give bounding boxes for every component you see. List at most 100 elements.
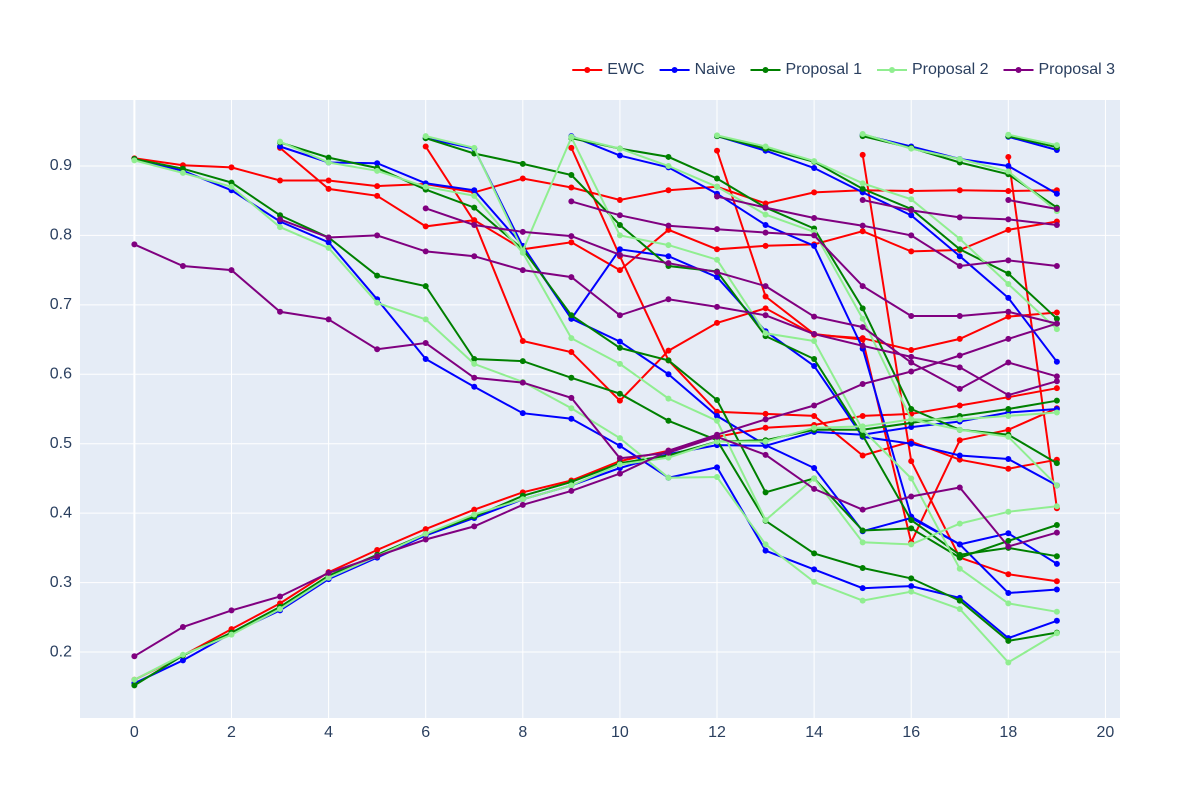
- marker: [1053, 503, 1060, 510]
- marker: [811, 356, 818, 363]
- marker: [374, 183, 381, 190]
- marker: [568, 312, 575, 319]
- marker: [956, 426, 963, 433]
- marker: [277, 224, 284, 231]
- x-tick-label: 18: [999, 724, 1017, 741]
- marker: [1053, 262, 1060, 269]
- legend-item: Proposal 3: [1003, 61, 1115, 78]
- marker: [616, 470, 623, 477]
- y-tick-label: 0.4: [50, 504, 72, 521]
- marker: [714, 412, 721, 419]
- marker: [325, 154, 332, 161]
- marker: [1053, 221, 1060, 228]
- marker: [277, 605, 284, 612]
- line: [424, 145, 1057, 403]
- marker: [325, 234, 332, 241]
- marker: [908, 212, 915, 219]
- marker: [1053, 142, 1060, 149]
- x-tick-label: 4: [324, 724, 333, 741]
- line: [133, 243, 1058, 548]
- marker: [471, 187, 478, 194]
- marker: [374, 546, 381, 553]
- marker: [908, 583, 915, 590]
- marker: [616, 390, 623, 397]
- marker: [908, 232, 915, 239]
- marker: [665, 449, 672, 456]
- marker: [616, 251, 623, 258]
- marker: [471, 523, 478, 530]
- marker: [811, 485, 818, 492]
- marker: [956, 605, 963, 612]
- marker: [1005, 465, 1012, 472]
- marker: [714, 256, 721, 263]
- marker: [568, 482, 575, 489]
- line: [133, 322, 1058, 658]
- marker: [568, 198, 575, 205]
- marker: [956, 262, 963, 269]
- marker: [325, 244, 332, 251]
- marker: [179, 624, 186, 631]
- marker: [811, 215, 818, 222]
- marker: [956, 235, 963, 242]
- marker: [908, 517, 915, 524]
- x-tick-label: 20: [1097, 724, 1115, 741]
- marker: [762, 143, 769, 150]
- line: [1008, 135, 1058, 149]
- marker: [1005, 226, 1012, 233]
- y-tick-label: 0.2: [50, 643, 72, 660]
- marker: [325, 574, 332, 581]
- marker: [1005, 294, 1012, 301]
- marker: [908, 416, 915, 423]
- marker: [616, 461, 623, 468]
- marker: [519, 228, 526, 235]
- legend-label: EWC: [607, 61, 644, 78]
- marker: [665, 260, 672, 267]
- marker: [714, 193, 721, 200]
- marker: [665, 242, 672, 249]
- marker: [665, 226, 672, 233]
- marker: [762, 293, 769, 300]
- marker: [1053, 521, 1060, 528]
- marker: [859, 426, 866, 433]
- x-tick-label: 16: [902, 724, 920, 741]
- marker: [859, 506, 866, 513]
- marker: [665, 187, 672, 194]
- marker: [956, 452, 963, 459]
- marker: [859, 336, 866, 343]
- marker: [422, 283, 429, 290]
- marker: [1053, 608, 1060, 615]
- marker: [616, 221, 623, 228]
- marker: [568, 171, 575, 178]
- line: [1008, 135, 1058, 151]
- marker: [714, 183, 721, 190]
- marker: [908, 312, 915, 319]
- marker: [1005, 426, 1012, 433]
- marker: [471, 511, 478, 518]
- marker: [277, 143, 284, 150]
- marker: [714, 396, 721, 403]
- marker: [859, 432, 866, 439]
- line: [716, 134, 1058, 330]
- marker: [374, 232, 381, 239]
- marker: [811, 566, 818, 573]
- marker: [1005, 168, 1012, 175]
- marker: [908, 353, 915, 360]
- marker: [519, 175, 526, 182]
- marker: [374, 553, 381, 560]
- marker: [616, 360, 623, 367]
- marker: [616, 212, 623, 219]
- marker: [956, 364, 963, 371]
- marker: [811, 550, 818, 557]
- marker: [1005, 455, 1012, 462]
- marker: [714, 246, 721, 253]
- marker: [228, 183, 235, 190]
- marker: [1005, 406, 1012, 412]
- marker: [1053, 460, 1060, 467]
- marker: [811, 424, 818, 431]
- marker: [374, 167, 381, 174]
- marker: [859, 180, 866, 187]
- line: [716, 135, 1058, 363]
- marker: [859, 151, 866, 158]
- marker: [422, 356, 429, 363]
- marker: [1053, 190, 1060, 197]
